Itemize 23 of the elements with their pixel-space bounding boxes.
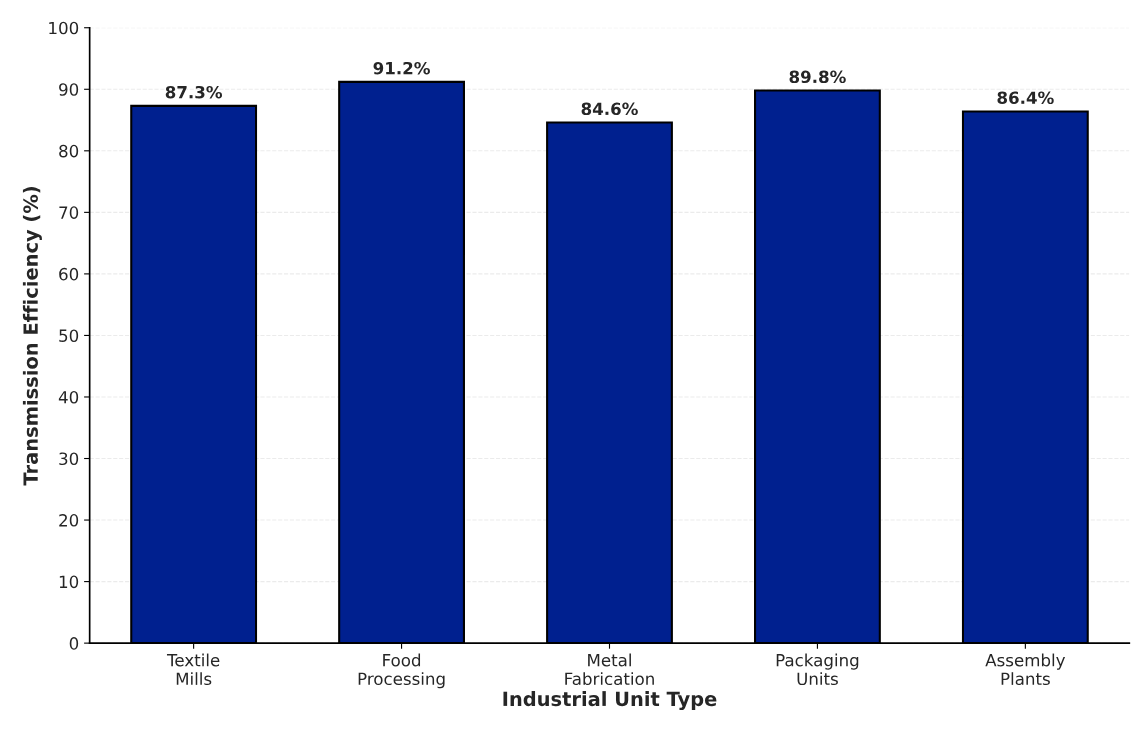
data-label: 91.2% (373, 61, 430, 75)
y-tick-label: 90 (59, 83, 79, 96)
y-tick-label: 100 (49, 21, 79, 35)
y-tick-label: 80 (59, 144, 79, 158)
y-tick-label: 60 (59, 267, 79, 281)
data-label: 86.4% (997, 91, 1054, 105)
y-tick-label: 30 (59, 452, 79, 466)
x-tick-label: Food Processing (358, 653, 445, 689)
x-axis-title: Industrial Unit Type (503, 691, 717, 711)
data-label: 84.6% (581, 102, 638, 116)
data-label: 87.3% (165, 85, 223, 99)
y-tick-label: 0 (69, 637, 79, 650)
y-axis-title: Transmission Efficiency (%) (22, 186, 42, 486)
x-tick-label: Assembly Plants (985, 653, 1066, 686)
x-tick-label: Metal Fabrication (565, 653, 654, 686)
y-tick-label: 20 (59, 514, 79, 527)
y-tick-label: 40 (58, 390, 79, 404)
y-tick-label: 10 (59, 575, 79, 589)
x-tick-label: Packaging Units (776, 653, 859, 686)
data-label: 89.8% (789, 70, 846, 84)
x-tick-label: Textile Mills (166, 653, 220, 686)
y-tick-label: 70 (59, 206, 79, 219)
y-tick-label: 50 (59, 329, 79, 342)
